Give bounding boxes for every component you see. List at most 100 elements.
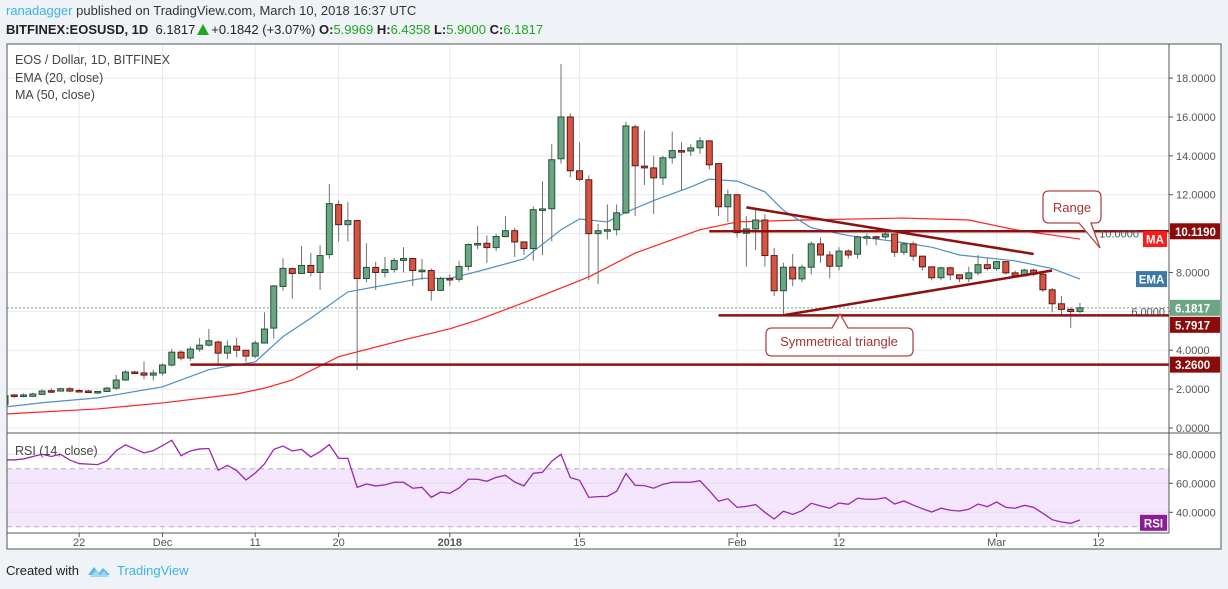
candle-body — [353, 220, 361, 280]
candle-body — [835, 250, 843, 267]
candle-up — [881, 231, 889, 240]
candle-up — [1076, 302, 1084, 314]
candle-body — [260, 328, 268, 344]
candle-down — [335, 200, 343, 242]
legend-ma: MA (50, close) — [15, 88, 95, 102]
candle-body — [223, 345, 231, 354]
price-axis-label: 8.0000 — [1176, 267, 1210, 279]
candle-body — [501, 230, 509, 238]
low-value: 5.9000 — [446, 22, 486, 37]
candle-down — [214, 340, 222, 364]
rsi-series — [7, 439, 1081, 524]
author-link[interactable]: ranadagger — [6, 3, 73, 18]
candle-down — [761, 214, 769, 267]
candle-body — [168, 351, 176, 366]
candle-up — [779, 262, 787, 315]
candle-up — [29, 392, 37, 397]
candle-up — [464, 243, 472, 271]
candle-up — [196, 337, 204, 352]
range-callout-text: Range — [1053, 200, 1091, 215]
price-change: +0.1842 (+3.07%) — [211, 22, 316, 37]
candle-body — [529, 209, 537, 250]
candle-body — [1002, 261, 1010, 274]
tradingview-logo-icon — [87, 566, 110, 577]
candle-body — [112, 379, 120, 389]
candle-up — [900, 243, 908, 255]
level-price-badge: 3.2600 — [1175, 360, 1210, 372]
candle-up — [344, 202, 352, 242]
legend-title: EOS / Dollar, 1D, BITFINEX — [15, 53, 170, 67]
candle-body — [965, 272, 973, 280]
candle-down — [918, 255, 926, 271]
close-value: 6.1817 — [503, 22, 544, 37]
triangle-upper-trendline[interactable] — [746, 206, 1034, 256]
candle-body — [316, 255, 324, 273]
time-axis-label: 20 — [332, 537, 344, 549]
candle-body — [20, 394, 28, 397]
publish-info: ranadagger published on TradingView.com,… — [6, 3, 416, 18]
rsi-line — [7, 439, 1081, 524]
candle-body — [66, 388, 74, 392]
candle-up — [557, 64, 565, 164]
candle-body — [937, 267, 945, 279]
candle-up — [937, 266, 945, 281]
candle-up — [548, 144, 556, 242]
candle-up — [159, 363, 167, 376]
candle-body — [520, 241, 528, 250]
candle-body — [233, 345, 241, 351]
candle-body — [186, 348, 194, 359]
time-axis-label: 12 — [833, 537, 845, 549]
candle-up — [854, 235, 862, 259]
tradingview-link[interactable]: TradingView — [116, 563, 189, 578]
candle-body — [983, 264, 991, 270]
candle-body — [585, 179, 593, 235]
price-axis-label: 12.0000 — [1176, 190, 1216, 202]
candle-body — [279, 267, 287, 287]
time-axis-label: Mar — [987, 537, 1006, 549]
candle-down — [891, 233, 899, 257]
candle-body — [474, 243, 482, 246]
candle-body — [399, 257, 407, 261]
candle-up — [752, 208, 760, 251]
candle-up — [492, 233, 500, 252]
candle-up — [251, 340, 259, 359]
candle-body — [511, 230, 519, 243]
time-axis-label: Dec — [153, 537, 173, 549]
symbol-name: BITFINEX:EOSUSD, 1D — [6, 22, 149, 37]
candle-body — [437, 278, 445, 291]
candle-body — [159, 364, 167, 374]
last-price: 6.1817 — [155, 22, 196, 37]
candle-down — [511, 227, 519, 257]
candle-body — [177, 351, 185, 359]
candle-up — [260, 312, 268, 344]
candle-body — [603, 229, 611, 232]
triangle-lower-trendline[interactable] — [783, 269, 1053, 317]
candle-body — [418, 269, 426, 273]
candle-body — [242, 349, 250, 357]
level-price-badge: 10.1190 — [1175, 227, 1216, 239]
time-axis-label: 15 — [573, 537, 585, 549]
price-axis-label: 16.0000 — [1176, 112, 1216, 124]
candle-body — [427, 270, 435, 291]
rsi-badge-bg — [1140, 514, 1167, 531]
candle-body — [724, 194, 732, 208]
candle-body — [103, 387, 111, 392]
candle-up — [696, 137, 704, 154]
candle-down — [1002, 260, 1010, 275]
candle-body — [557, 116, 565, 160]
candle-body — [298, 264, 306, 274]
candle-body — [84, 390, 92, 394]
candle-down — [650, 155, 658, 215]
candle-body — [196, 344, 204, 350]
candle-body — [631, 126, 639, 167]
grid — [7, 44, 1173, 537]
candle-body — [390, 259, 398, 271]
candle-body — [149, 372, 157, 376]
candle-up — [437, 276, 445, 291]
candle-down — [640, 130, 648, 185]
candle-up — [362, 243, 370, 283]
range-callout[interactable]: Range — [1042, 190, 1102, 249]
triangle-callout[interactable]: Symmetrical triangle — [765, 312, 914, 357]
candle-up — [149, 369, 157, 381]
